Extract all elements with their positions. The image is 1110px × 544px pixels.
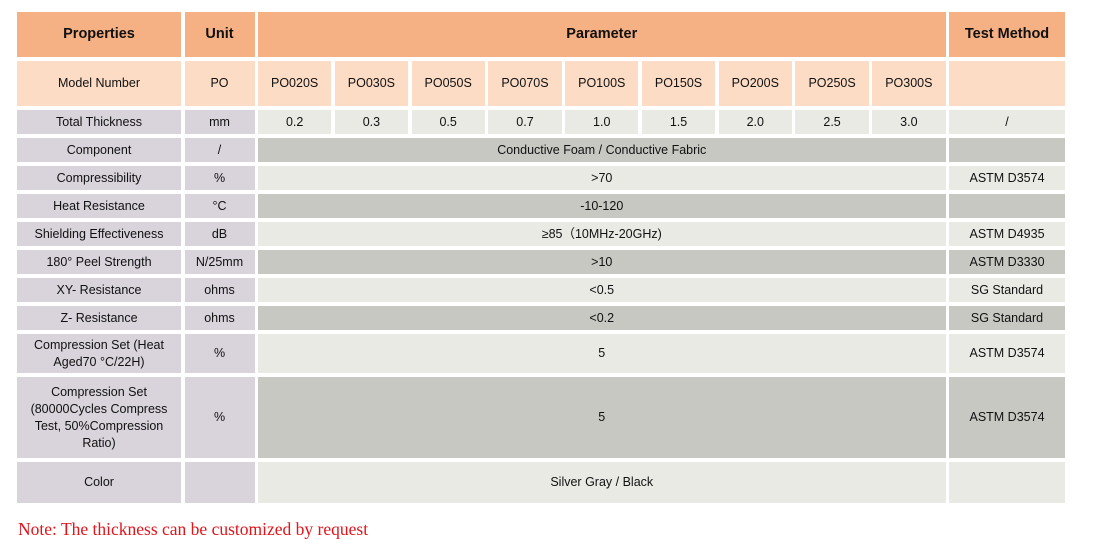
header-properties: Properties (17, 12, 181, 57)
value-cell: 1.5 (641, 110, 716, 134)
value-cell: Conductive Foam / Conductive Fabric (258, 138, 946, 162)
value-cell: 0.5 (411, 110, 485, 134)
header-test-method: Test Method (949, 12, 1065, 57)
model-number-cell: PO020S (258, 61, 332, 106)
model-number-cell: PO050S (411, 61, 485, 106)
property-cell: 180° Peel Strength (17, 250, 181, 274)
value-cell: 0.7 (488, 110, 562, 134)
test-method-cell: SG Standard (949, 278, 1065, 302)
model-number-cell: PO150S (641, 61, 716, 106)
unit-cell: ohms (184, 278, 255, 302)
unit-cell: dB (184, 222, 255, 246)
test-method-cell (949, 138, 1065, 162)
test-method-cell: ASTM D3330 (949, 250, 1065, 274)
test-method-cell: ASTM D4935 (949, 222, 1065, 246)
property-cell: Compressibility (17, 166, 181, 190)
value-cell: -10-120 (258, 194, 946, 218)
model-number-cell: PO200S (718, 61, 792, 106)
value-cell: 5 (258, 334, 946, 373)
spec-table: Properties Unit Parameter Test Method Mo… (17, 12, 1065, 503)
unit-cell: ohms (184, 306, 255, 330)
test-method-cell: / (949, 110, 1065, 134)
unit-cell: / (184, 138, 255, 162)
value-cell: >70 (258, 166, 946, 190)
value-cell: 2.0 (718, 110, 792, 134)
unit-cell: % (184, 334, 255, 373)
property-cell: Z- Resistance (17, 306, 181, 330)
unit-cell: °C (184, 194, 255, 218)
value-cell: >10 (258, 250, 946, 274)
unit-cell (184, 462, 255, 503)
model-property: Model Number (17, 61, 181, 106)
property-cell: Component (17, 138, 181, 162)
header-parameter: Parameter (258, 12, 946, 57)
property-cell: Total Thickness (17, 110, 181, 134)
value-cell: ≥85（10MHz-20GHz) (258, 222, 946, 246)
property-cell: Shielding Effectiveness (17, 222, 181, 246)
property-cell: Compression Set (80000Cycles Compress Te… (17, 377, 181, 458)
model-unit: PO (184, 61, 255, 106)
model-number-cell: PO030S (334, 61, 409, 106)
test-method-cell: ASTM D3574 (949, 166, 1065, 190)
value-cell: 1.0 (565, 110, 639, 134)
value-cell: 0.3 (334, 110, 409, 134)
property-cell: Color (17, 462, 181, 503)
value-cell: 5 (258, 377, 946, 458)
property-cell: XY- Resistance (17, 278, 181, 302)
model-number-cell: PO100S (565, 61, 639, 106)
unit-cell: % (184, 166, 255, 190)
value-cell: <0.5 (258, 278, 946, 302)
model-number-cell: PO070S (488, 61, 562, 106)
header-unit: Unit (184, 12, 255, 57)
value-cell: 3.0 (872, 110, 946, 134)
test-method-cell: SG Standard (949, 306, 1065, 330)
model-number-cell: PO250S (795, 61, 869, 106)
test-method-cell: ASTM D3574 (949, 377, 1065, 458)
note: Note: The thickness can be customized by… (18, 519, 369, 539)
property-cell: Compression Set (Heat Aged70 °C/22H) (17, 334, 181, 373)
value-cell: 2.5 (795, 110, 869, 134)
unit-cell: mm (184, 110, 255, 134)
unit-cell: % (184, 377, 255, 458)
test-method-cell: ASTM D3574 (949, 334, 1065, 373)
value-cell: 0.2 (258, 110, 332, 134)
unit-cell: N/25mm (184, 250, 255, 274)
model-test (949, 61, 1065, 106)
test-method-cell (949, 194, 1065, 218)
model-number-cell: PO300S (872, 61, 946, 106)
value-cell: <0.2 (258, 306, 946, 330)
property-cell: Heat Resistance (17, 194, 181, 218)
test-method-cell (949, 462, 1065, 503)
value-cell: Silver Gray / Black (258, 462, 946, 503)
